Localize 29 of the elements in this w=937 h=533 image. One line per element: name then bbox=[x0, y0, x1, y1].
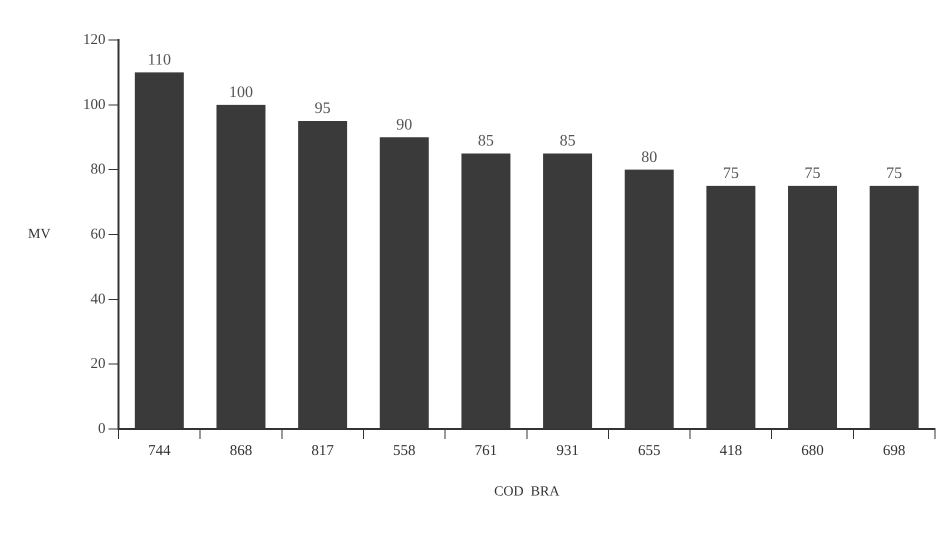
x-tick-label: 817 bbox=[311, 442, 334, 459]
y-tick-label: 40 bbox=[90, 291, 106, 308]
y-tick-label: 0 bbox=[98, 420, 106, 437]
x-tick-label: 655 bbox=[638, 442, 660, 459]
data-label: 100 bbox=[228, 84, 253, 102]
data-label: 110 bbox=[148, 52, 172, 69]
y-tick-label: 120 bbox=[83, 32, 106, 48]
y-tick-label: 100 bbox=[83, 96, 106, 113]
data-label: 85 bbox=[560, 132, 576, 150]
x-tick-label: 680 bbox=[801, 442, 824, 459]
data-label: 75 bbox=[722, 165, 739, 182]
x-tick-label: 418 bbox=[720, 442, 742, 459]
data-label: 85 bbox=[478, 132, 494, 150]
x-tick-label: 868 bbox=[230, 442, 252, 459]
y-tick-label: 20 bbox=[90, 356, 106, 372]
data-label: 75 bbox=[804, 165, 821, 182]
y-tick-label: 80 bbox=[90, 162, 106, 178]
x-tick-label: 931 bbox=[556, 442, 579, 459]
x-tick-label: 761 bbox=[474, 442, 498, 459]
x-axis-title: COD BRA bbox=[494, 484, 560, 500]
data-label: 95 bbox=[314, 100, 331, 118]
data-label: 75 bbox=[886, 165, 902, 182]
data-label: 90 bbox=[396, 116, 412, 134]
y-axis-title: MV bbox=[28, 227, 51, 242]
x-tick-label: 558 bbox=[393, 442, 416, 459]
data-label: 80 bbox=[641, 148, 658, 166]
y-tick-label: 60 bbox=[90, 226, 106, 242]
x-tick-label: 698 bbox=[882, 442, 906, 459]
x-tick-label: 744 bbox=[148, 442, 172, 459]
